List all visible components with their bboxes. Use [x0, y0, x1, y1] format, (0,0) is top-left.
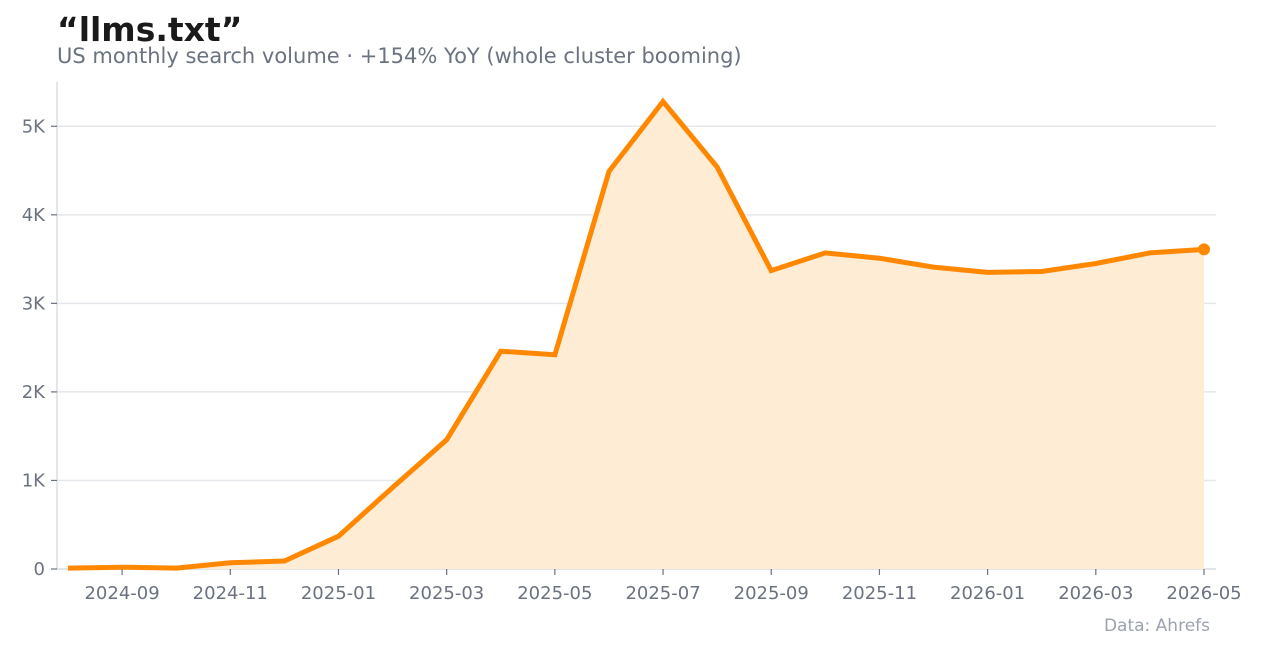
x-tick-label: 2026-01: [950, 583, 1025, 604]
chart-title: “llms.txt”: [57, 10, 243, 49]
y-tick-label: 1K: [22, 470, 46, 491]
area-fill: [68, 101, 1204, 569]
x-tick-label: 2024-11: [193, 583, 268, 604]
x-tick-labels: 2024-09 2024-11 2025-01 2025-03 2025-05 2025-…: [84, 569, 1242, 604]
data-source: Data: Ahrefs: [1103, 616, 1210, 636]
x-tick-label: 2025-07: [625, 583, 700, 604]
series-line: [67, 97, 1205, 571]
x-tick-label: 2026-05: [1166, 583, 1241, 604]
x-tick-label: 2025-11: [842, 583, 917, 604]
x-tick-label: 2024-09: [84, 583, 159, 604]
data-points: [67, 101, 1205, 569]
x-tick-label: 2026-03: [1058, 583, 1133, 604]
y-tick-labels: 0 1K 2K 3K 4K 5K: [22, 116, 57, 580]
x-tick-label: 2025-05: [517, 583, 592, 604]
chart-subtitle: US monthly search volume · +154% YoY (wh…: [57, 44, 742, 68]
y-tick-label: 0: [34, 559, 45, 580]
x-tick-label: 2025-01: [301, 583, 376, 604]
y-tick-label: 4K: [22, 205, 46, 226]
y-tick-label: 3K: [22, 293, 46, 314]
y-tick-label: 5K: [22, 116, 46, 137]
x-tick-label: 2025-09: [734, 583, 809, 604]
y-tick-label: 2K: [22, 382, 46, 403]
x-tick-label: 2025-03: [409, 583, 484, 604]
